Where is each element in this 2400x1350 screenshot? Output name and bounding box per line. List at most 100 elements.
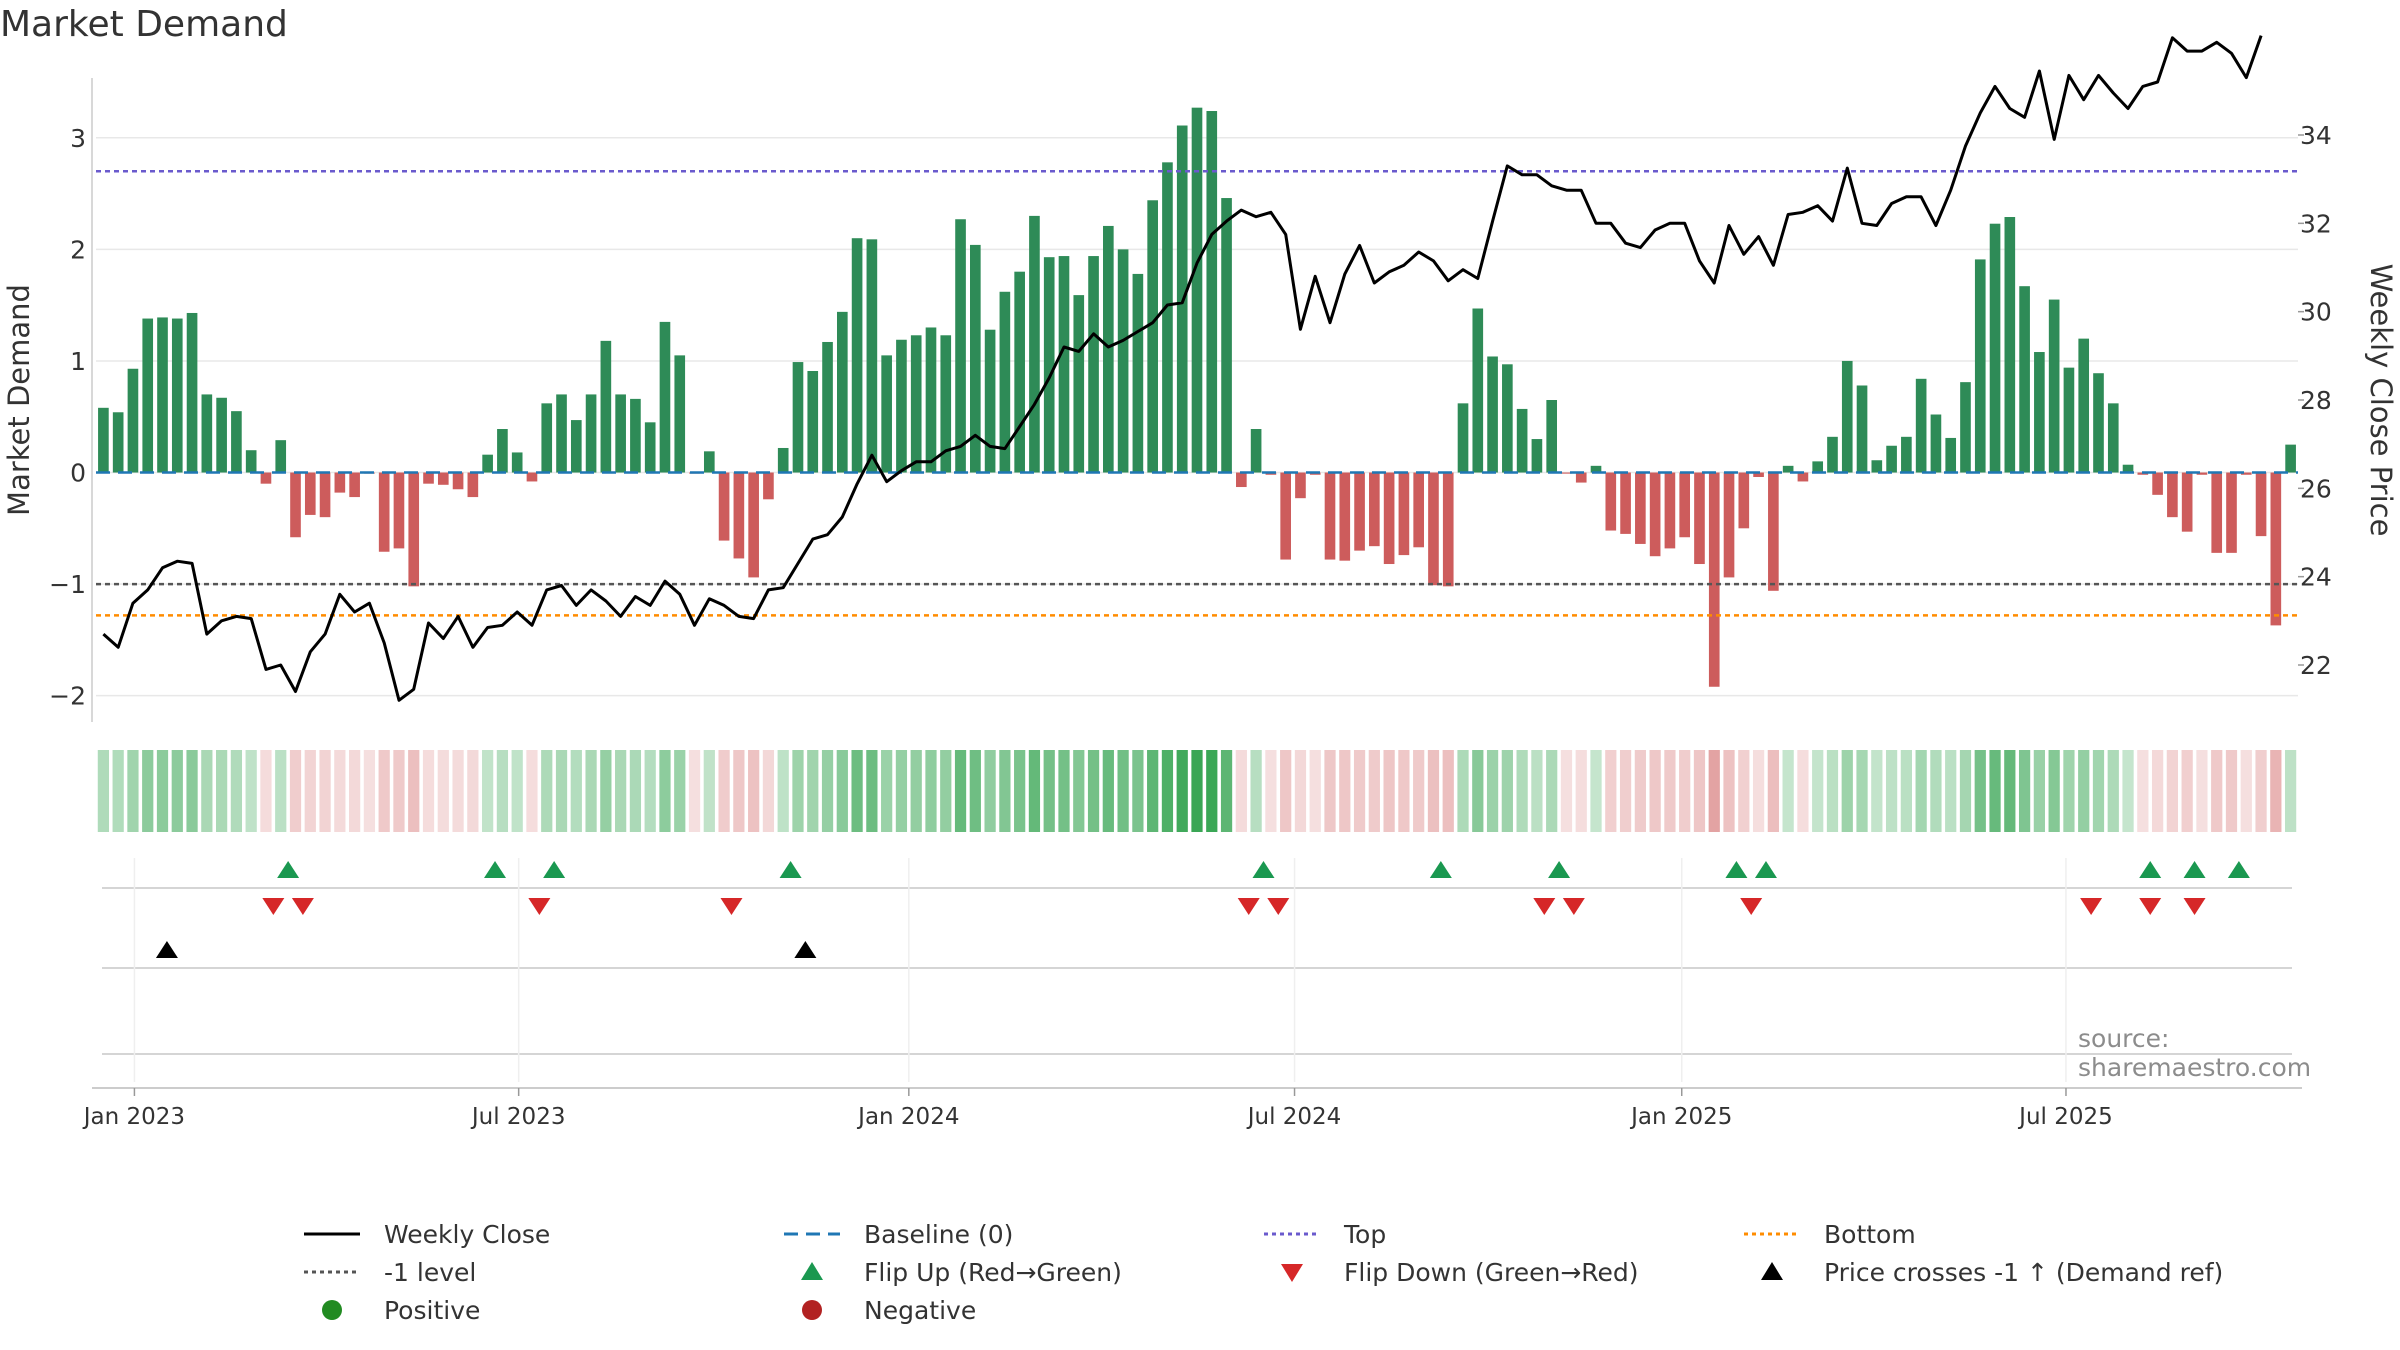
strip-cell <box>2004 750 2016 832</box>
demand-bar <box>1383 472 1395 565</box>
demand-bar <box>2167 472 2178 518</box>
demand-bar <box>171 318 183 473</box>
legend-item-top: Top <box>1260 1216 1386 1252</box>
strip-cell <box>1398 750 1410 832</box>
strip-cell <box>1309 750 1321 832</box>
demand-bar <box>1014 271 1025 473</box>
strip-cell <box>1619 750 1632 832</box>
demand-bar <box>984 329 996 473</box>
triangle-up-icon <box>1761 1262 1783 1280</box>
strip-cell <box>1457 750 1469 832</box>
demand-bar <box>2196 472 2208 475</box>
demand-bar <box>1162 162 1173 473</box>
demand-bar <box>231 411 242 473</box>
demand-bar <box>2004 217 2016 473</box>
source-credit: source: sharemaestro.com <box>2078 1024 2312 1082</box>
demand-bar <box>378 472 390 552</box>
x-tick-label: Jan 2023 <box>82 1104 185 1130</box>
strip-cell <box>1945 750 1957 832</box>
demand-bar <box>1738 472 1750 529</box>
strip-cell <box>2196 750 2208 832</box>
legend-label: Bottom <box>1824 1219 1916 1249</box>
strip-cell <box>1206 750 1218 832</box>
strip-cell <box>1679 750 1691 832</box>
demand-bar <box>1945 437 1957 473</box>
demand-bar <box>186 312 198 473</box>
legend-label: Positive <box>384 1295 481 1325</box>
close-line-layer <box>102 35 2263 702</box>
demand-bar <box>1960 382 1971 473</box>
flip-up-marker <box>1725 861 1748 878</box>
strip-cell <box>984 750 996 832</box>
strip-cell <box>954 750 967 832</box>
x-tick-label: Jul 2024 <box>1246 1104 1342 1130</box>
circle-icon <box>322 1300 342 1320</box>
legend-label: Flip Down (Green→Red) <box>1344 1257 1639 1287</box>
triangle-down-icon <box>1281 1264 1303 1282</box>
demand-bar <box>1088 256 1099 473</box>
flip-up-marker <box>277 861 300 878</box>
flip-up-marker <box>1252 861 1275 878</box>
flip-down-marker <box>1562 898 1585 915</box>
strip-cell <box>1752 750 1765 832</box>
strip-cell <box>1339 750 1351 832</box>
strip-cell <box>1383 750 1395 832</box>
strip-cell <box>408 750 420 832</box>
strip-cell <box>230 750 243 832</box>
strip-cell <box>1161 750 1174 832</box>
strip-cell <box>1250 750 1262 832</box>
strip-cell <box>1900 750 1912 832</box>
demand-bar <box>511 452 523 473</box>
demand-bar <box>541 403 553 473</box>
strip-cell <box>1043 750 1055 832</box>
strip-cell <box>688 750 701 832</box>
strip-cell <box>437 750 449 832</box>
y-tick-label: 0 <box>70 459 86 488</box>
strip-cell <box>452 750 464 832</box>
legend-label: Price crosses -1 ↑ (Demand ref) <box>1824 1257 2224 1287</box>
demand-bar <box>408 472 420 587</box>
strip-cell <box>1235 750 1247 832</box>
flip-up-marker <box>1429 861 1452 878</box>
strip-cell <box>999 750 1011 832</box>
strip-cell <box>467 750 479 832</box>
strip-cell <box>482 750 494 832</box>
strip-cell <box>216 750 228 832</box>
strip-cell <box>1915 750 1927 832</box>
strip-cell <box>378 750 390 832</box>
strip-cell <box>895 750 908 832</box>
strip-cell <box>821 750 834 832</box>
strip-cell <box>1294 750 1307 832</box>
strip-cell <box>1472 750 1484 832</box>
demand-bar <box>910 335 922 473</box>
demand-bar <box>896 339 907 473</box>
strip-cell <box>2018 750 2031 832</box>
demand-bar <box>1841 360 1853 473</box>
demand-bar <box>260 472 272 484</box>
strip-cell <box>245 750 257 832</box>
strip-cell <box>1738 750 1750 832</box>
demand-bar <box>1546 400 1558 473</box>
demand-bar <box>925 327 937 473</box>
demand-bar <box>2240 472 2252 475</box>
demand-bar <box>1206 111 1218 473</box>
strip-cell <box>1826 750 1839 832</box>
demand-bar <box>1147 200 1158 473</box>
strip-cell <box>600 750 612 832</box>
strip-cell <box>2284 750 2297 832</box>
strip-cell <box>2107 750 2119 832</box>
demand-bar <box>718 472 730 541</box>
legend-item-positive: Positive <box>300 1292 480 1328</box>
demand-bar <box>1502 364 1513 473</box>
price-cross-marker <box>794 941 817 958</box>
demand-bar <box>1413 472 1424 548</box>
legend-label: -1 level <box>384 1257 477 1287</box>
strip-cell <box>304 750 316 832</box>
demand-bar <box>1398 472 1410 556</box>
flip-up-marker <box>2139 861 2162 878</box>
strip-cell <box>1102 750 1114 832</box>
strip-cell <box>2033 750 2045 832</box>
strip-cell <box>496 750 509 832</box>
strip-cell <box>1073 750 1085 832</box>
